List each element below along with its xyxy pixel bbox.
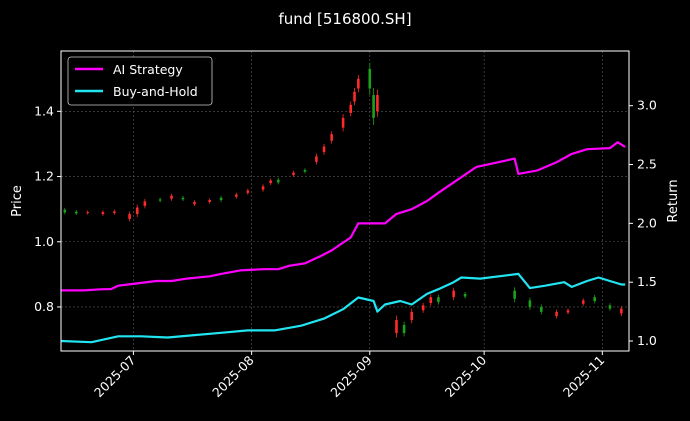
candle-body: [86, 212, 89, 214]
candle-body: [437, 297, 440, 303]
x-tick-label: 2025-08: [209, 352, 257, 400]
candle-body: [193, 201, 196, 205]
candle-body: [235, 194, 238, 197]
candle-body: [513, 290, 516, 299]
candle-body: [395, 320, 398, 334]
candle-body: [368, 68, 372, 89]
candle-body: [341, 117, 345, 128]
chart-title: fund [516800.SH]: [278, 10, 411, 28]
legend-label-ai-strategy: AI Strategy: [113, 62, 183, 77]
x-tick-label: 2025-11: [560, 353, 608, 401]
y-axis-right: 1.0 1.5 2.0 2.5 3.0: [629, 98, 657, 348]
candle-body: [219, 197, 223, 201]
candle-body: [429, 297, 433, 304]
y-right-tick-label: 1.5: [637, 274, 657, 289]
y-left-tick-label: 1.0: [34, 234, 54, 249]
candle-body: [402, 324, 406, 334]
x-axis: 2025-07 2025-08 2025-09 2025-10 2025-11: [91, 351, 607, 400]
y-left-tick-label: 1.4: [34, 103, 54, 118]
candle-body: [292, 172, 295, 175]
candle-body: [330, 134, 333, 141]
candle-body: [555, 311, 558, 317]
x-tick-label: 2025-09: [327, 352, 375, 400]
legend-label-buy-and-hold: Buy-and-Hold: [113, 84, 198, 99]
x-tick-label: 2025-07: [91, 353, 139, 401]
candle-body: [158, 199, 162, 201]
legend-box: [67, 56, 213, 106]
y-axis-left-label: Price: [10, 185, 25, 217]
candle-body: [353, 91, 356, 102]
candle-body: [208, 200, 211, 202]
candle-body: [261, 186, 265, 190]
candle-body: [322, 146, 326, 153]
candle-body: [593, 297, 596, 302]
y-right-tick-label: 2.5: [637, 157, 657, 172]
candle-body: [540, 306, 543, 312]
y-axis-right-label: Return: [666, 179, 681, 222]
y-right-tick-label: 2.0: [637, 215, 657, 230]
candle-body: [276, 179, 280, 183]
y-left-tick-label: 1.2: [34, 169, 54, 184]
candle-body: [63, 209, 67, 213]
legend: AI Strategy Buy-and-Hold: [67, 56, 213, 106]
y-left-tick-label: 0.8: [34, 299, 54, 314]
candle-body: [128, 214, 131, 219]
candle-body: [410, 311, 414, 321]
candle-body: [357, 78, 360, 89]
candle-body: [181, 197, 185, 200]
candle-body: [246, 190, 250, 193]
candle-body: [452, 290, 455, 298]
candle-body: [303, 170, 307, 172]
candle-body: [372, 95, 375, 118]
y-axis-left: 0.8 1.0 1.2 1.4: [34, 103, 61, 314]
candle-body: [135, 207, 139, 215]
x-tick-label: 2025-10: [442, 352, 490, 400]
candle-body: [113, 211, 116, 214]
series-lines: [60, 141, 626, 344]
candlesticks: [63, 62, 623, 338]
series-line-buy-and-hold: [60, 272, 626, 344]
candle-body: [349, 104, 353, 113]
candle-body: [581, 300, 585, 304]
candle-body: [376, 95, 379, 112]
series-line-ai-strategy: [61, 141, 626, 292]
candle-body: [608, 305, 612, 309]
candle-body: [170, 195, 173, 199]
candle-body: [463, 293, 467, 297]
candle-body: [74, 211, 78, 214]
candle-body: [143, 201, 147, 206]
y-right-tick-label: 1.0: [637, 333, 657, 348]
candle-body: [528, 300, 532, 307]
candle-body: [101, 212, 105, 215]
candle-body: [421, 305, 425, 311]
candle-body: [315, 156, 318, 162]
candle-body: [566, 310, 570, 313]
y-right-tick-label: 3.0: [637, 98, 657, 113]
candle-body: [269, 180, 272, 184]
plot-frame: [60, 50, 630, 352]
candle-body: [620, 308, 623, 314]
